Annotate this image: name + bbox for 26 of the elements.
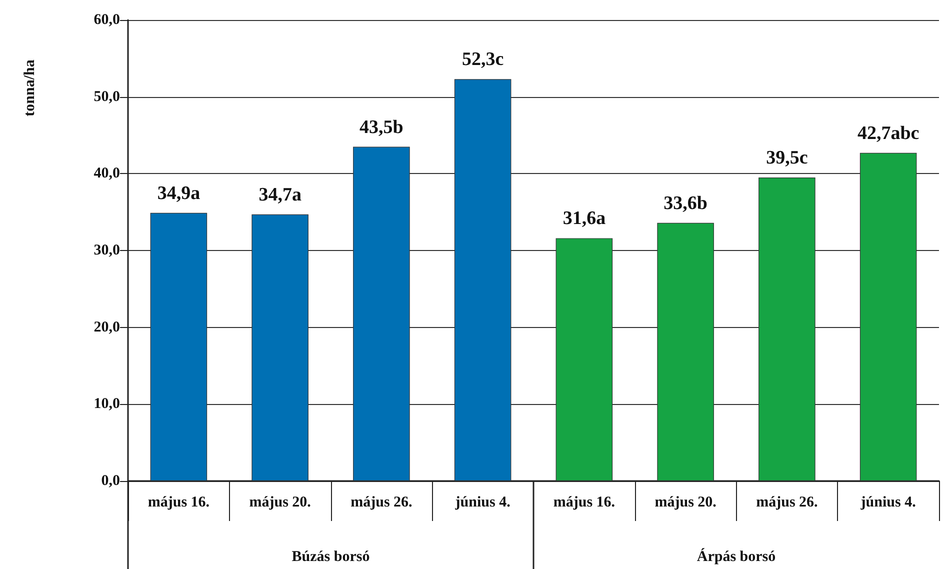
data-label: 39,5c	[766, 148, 808, 169]
data-label: 52,3c	[462, 49, 504, 70]
data-label: 42,7abc	[857, 122, 920, 144]
x-tick-label: május 26.	[756, 494, 818, 510]
x-tick-label: május 20.	[654, 494, 717, 510]
y-tick-label: 20,0	[94, 319, 120, 336]
y-tick-label: 40,0	[94, 166, 120, 182]
x-tick-label: május 20.	[249, 494, 312, 510]
y-tick-label: 50,0	[94, 88, 120, 105]
y-tick-label: 10,0	[94, 396, 120, 412]
data-label: 43,5b	[360, 116, 404, 138]
y-tick-label: 0,0	[101, 473, 120, 489]
data-label: 33,6b	[664, 192, 708, 214]
data-label: 31,6a	[562, 208, 606, 230]
x-tick-label: június 4.	[454, 494, 511, 510]
data-label: 34,9a	[157, 182, 201, 204]
data-label: 34,7a	[258, 184, 302, 206]
x-tick-label: május 16.	[148, 494, 210, 510]
text: Búzás borsó	[292, 549, 370, 565]
x-tick-label: május 26.	[350, 494, 413, 510]
x-tick-label: május 16.	[553, 494, 616, 510]
y-tick-label: 30,0	[94, 242, 120, 258]
y-tick-label: 60,0	[94, 12, 120, 28]
y-axis-title: tonna/ha	[22, 59, 38, 116]
x-tick-label: június 4.	[860, 494, 916, 510]
text: Árpás borsó	[696, 548, 776, 565]
